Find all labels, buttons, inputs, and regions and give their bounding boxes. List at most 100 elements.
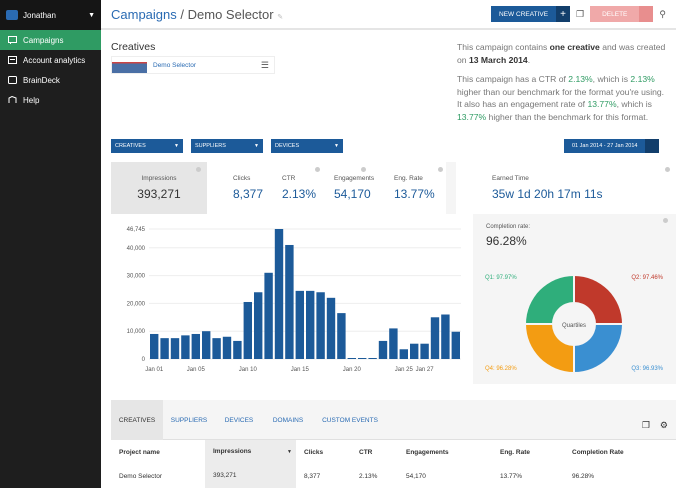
user-menu[interactable]: Jonathan ▼ [0,0,101,30]
creative-name[interactable]: Demo Selector [153,61,196,69]
col-completion-rate[interactable]: Completion Rate [572,448,624,456]
col-eng-rate[interactable]: Eng. Rate [500,448,530,456]
info-icon [196,167,201,172]
x-tick-label: Jan 27 [416,367,435,373]
col-ctr[interactable]: CTR [359,448,373,456]
bar [410,343,419,359]
y-tick-label: 46,745 [127,227,146,233]
bar [326,297,336,359]
bar [160,338,169,359]
y-tick-label: 0 [142,357,146,363]
metric-engagements[interactable]: Engagements 54,170 [334,175,375,201]
bar [233,340,242,359]
metric-earned-time[interactable]: Earned Time 35w 1d 20h 17m 11s [456,162,676,214]
bar [202,331,211,359]
bar [441,314,450,359]
caret-down-icon: ▼ [88,11,95,19]
completion-panel: Completion rate: 96.28% Quartiles Q1: 97… [473,214,676,384]
bar [274,229,284,359]
caret-down-icon: ▼ [254,143,259,149]
edit-icon[interactable]: ✎ [277,13,284,21]
bar-chart: 46,745 40,000 30,000 20,000 10,000 0 Jan 01 Jan… [127,227,461,373]
date-range-picker[interactable]: 01 Jan 2014 - 27 Jan 2014 [564,139,660,153]
detail-tabs: CREATIVES SUPPLIERS DEVICES DOMAINS CUST… [111,400,676,440]
tab-creatives[interactable]: CREATIVES [111,400,163,440]
bar [316,292,325,359]
bar [389,328,398,359]
creative-card[interactable]: Demo Selector ☰ [111,56,275,74]
creatives-filter-dropdown[interactable]: CREATIVES ▼ [111,139,183,153]
y-tick-label: 30,000 [127,274,146,280]
bar [212,338,221,359]
col-engagements[interactable]: Engagements [406,448,449,456]
date-range-label: 01 Jan 2014 - 27 Jan 2014 [572,143,638,149]
y-tick-label: 40,000 [127,246,146,252]
col-impressions[interactable]: Impressions ▼ [205,440,296,464]
copy-icon[interactable]: ❐ [576,8,585,19]
braindeck-icon [8,76,17,84]
metrics-bar: Impressions 393,271 Clicks 8,377 CTR 2.13%… [111,162,676,214]
suppliers-filter-dropdown[interactable]: SUPPLIERS ▼ [191,139,263,153]
sort-desc-icon: ▼ [287,449,292,455]
q1-label: Q1: 97.97% [485,275,517,281]
tab-domains[interactable]: DOMAINS [272,416,304,424]
clipboard-icon[interactable]: ❐ [641,420,650,430]
menu-icon[interactable]: ☰ [260,59,269,70]
campaigns-icon [8,36,17,44]
delete-label: DELETE [602,10,628,18]
campaign-summary: This campaign contains one creative and … [457,42,666,122]
col-project-name[interactable]: Project name [119,448,160,456]
x-tick-label: Jan 10 [239,367,258,373]
gear-icon[interactable]: ⚙ [659,420,668,430]
info-icon [315,167,320,172]
help-icon [8,96,17,103]
col-clicks[interactable]: Clicks [304,448,324,456]
completion-value: 96.28% [486,234,527,248]
table-row[interactable]: Demo Selector 393,271 8,377 2.13% 54,170… [111,464,676,488]
bar [264,272,273,359]
bar [337,313,346,359]
bar [430,317,440,359]
results-table: Project name Impressions ▼ Clicks CTR Eng… [111,440,676,488]
sidebar-item-help[interactable]: Help [0,90,101,110]
metric-group: Clicks 8,377 CTR 2.13% Engagements 54,170 E… [207,162,446,214]
search-icon[interactable]: ⚲ [659,8,666,19]
metric-eng-rate[interactable]: Eng. Rate 13.77% [394,175,435,201]
x-tick-label: Jan 20 [343,367,362,373]
metric-impressions[interactable]: Impressions 393,271 [111,162,207,214]
sidebar-item-label: Account analytics [23,55,86,65]
bar [399,349,408,359]
calendar-icon [645,139,660,153]
caret-down-icon: ▼ [174,143,179,149]
user-name: Jonathan [23,10,56,20]
sidebar-item-campaigns[interactable]: Campaigns [0,30,101,50]
y-tick-label: 20,000 [127,301,146,307]
devices-filter-dropdown[interactable]: DEVICES ▼ [271,139,343,153]
new-creative-button[interactable]: NEW CREATIVE + [491,6,571,22]
metric-clicks[interactable]: Clicks 8,377 [233,175,264,201]
analytics-icon [8,56,17,64]
x-tick-label: Jan 15 [291,367,310,373]
bar [378,340,388,359]
metric-ctr[interactable]: CTR 2.13% [282,175,317,201]
page-title: Campaigns / Demo Selector ✎ [111,6,284,22]
table-header: Project name Impressions ▼ Clicks CTR Eng… [111,440,676,464]
tab-custom-events[interactable]: CUSTOM EVENTS [322,416,378,424]
bar [358,358,367,359]
plus-icon: + [556,6,571,22]
delete-button[interactable]: DELETE [590,6,654,22]
bar [347,358,356,359]
breadcrumb-current: Demo Selector [187,6,274,22]
completion-label: Completion rate: [486,224,531,230]
sidebar-item-braindeck[interactable]: BrainDeck [0,70,101,90]
tab-devices[interactable]: DEVICES [224,416,254,424]
bar [191,333,200,359]
breadcrumb-root[interactable]: Campaigns [111,6,177,22]
header: Campaigns / Demo Selector ✎ NEW CREATIVE… [101,0,676,30]
tab-suppliers[interactable]: SUPPLIERS [170,416,208,424]
bar [420,343,429,359]
sidebar-item-label: Campaigns [23,35,64,45]
creatives-heading: Creatives [111,41,156,53]
sidebar-item-account-analytics[interactable]: Account analytics [0,50,101,70]
bar [170,338,180,359]
